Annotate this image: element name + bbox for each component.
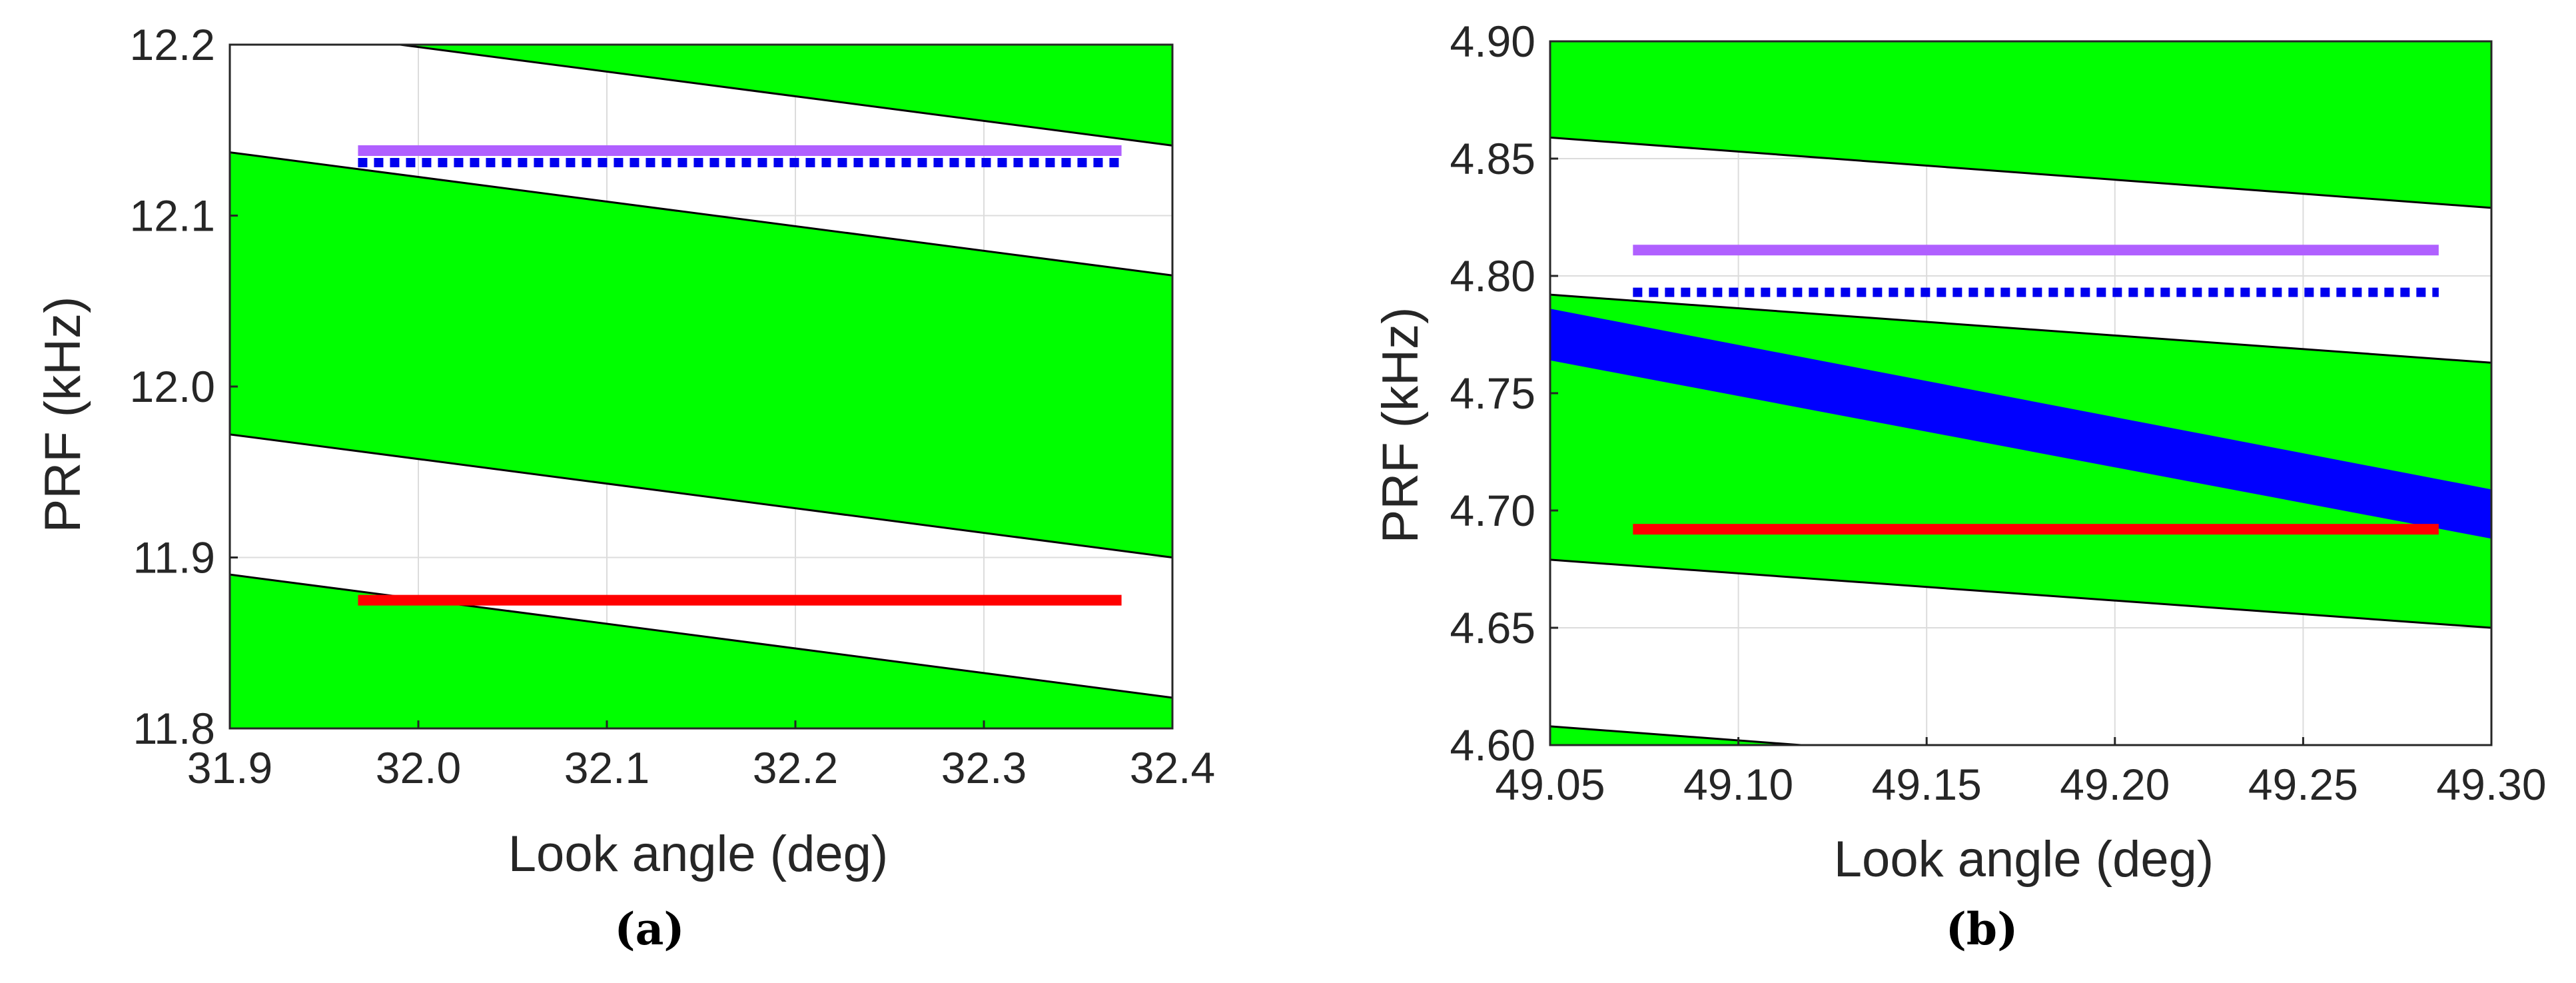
- chart-b-ytick-label: 4.70: [1450, 486, 1535, 535]
- chart-b-band-2-upper-edge: [1550, 293, 2491, 364]
- chart-a-feasible-band-1: [230, 574, 1172, 728]
- chart-b-ytick-label: 4.75: [1450, 369, 1535, 418]
- chart-panel-a: PRF (kHz) Look angle (deg) (a) 31.9 32.0 3…: [35, 20, 1215, 955]
- chart-a-ytick-label: 11.8: [133, 704, 215, 753]
- chart-a-ytick-label: 11.9: [133, 533, 215, 582]
- chart-a-xtick-label: 32.1: [564, 743, 649, 792]
- chart-b-xtick-label: 49.15: [1872, 760, 1982, 809]
- chart-a-xtick-label: 32.3: [941, 743, 1027, 792]
- chart-b-xtick-label: 49.05: [1495, 760, 1605, 809]
- chart-b-ytick-label: 4.65: [1450, 603, 1535, 652]
- chart-b-xtick-label: 49.10: [1683, 760, 1793, 809]
- chart-a-feasible-band-2: [230, 152, 1172, 558]
- chart-a-ytick-label: 12.0: [130, 362, 215, 411]
- chart-a-ytick-label: 12.1: [130, 191, 215, 241]
- chart-b-xtick-label: 49.25: [2248, 760, 2358, 809]
- chart-a-band-3-lower-edge: [392, 45, 1172, 147]
- chart-a-xtick-label: 31.9: [187, 743, 272, 792]
- chart-b-ylabel: PRF (kHz): [1372, 307, 1429, 544]
- chart-a-series-layer: [230, 45, 1172, 728]
- chart-a-xtick-label: 32.4: [1130, 743, 1215, 792]
- chart-b-band-2-lower-edge: [1550, 558, 2491, 629]
- chart-a-band-2-upper-edge: [230, 151, 1172, 277]
- chart-a-xlabel: Look angle (deg): [508, 826, 888, 882]
- chart-b-xtick-label: 49.20: [2060, 760, 2170, 809]
- chart-b-ytick-label: 4.90: [1450, 17, 1535, 66]
- chart-b-ytick-label: 4.85: [1450, 134, 1535, 183]
- chart-a-ytick-label: 12.2: [130, 20, 215, 69]
- chart-panel-b: PRF (kHz) Look angle (deg) (b) 49.05 49.1…: [1372, 17, 2547, 955]
- chart-a-xtick-label: 32.2: [753, 743, 838, 792]
- chart-b-xtick-label: 49.30: [2436, 760, 2546, 809]
- chart-a-ylabel: PRF (kHz): [35, 297, 91, 533]
- chart-b-series-layer: [1550, 41, 2491, 745]
- chart-b-caption: (b): [1946, 903, 2018, 955]
- chart-b-nadir-band-1: [1550, 309, 2491, 539]
- chart-b-feasible-band-3: [1550, 41, 2491, 208]
- chart-b-ytick-label: 4.60: [1450, 720, 1535, 770]
- chart-b-xlabel: Look angle (deg): [1834, 831, 2214, 888]
- chart-a-caption: (a): [614, 903, 684, 955]
- chart-b-band-3-lower-edge: [1550, 136, 2491, 209]
- chart-a-band-2-lower-edge: [230, 433, 1172, 558]
- chart-a-xtick-label: 32.0: [376, 743, 461, 792]
- chart-b-band-1-upper-edge: [1550, 725, 1815, 745]
- chart-b-ytick-label: 4.80: [1450, 251, 1535, 301]
